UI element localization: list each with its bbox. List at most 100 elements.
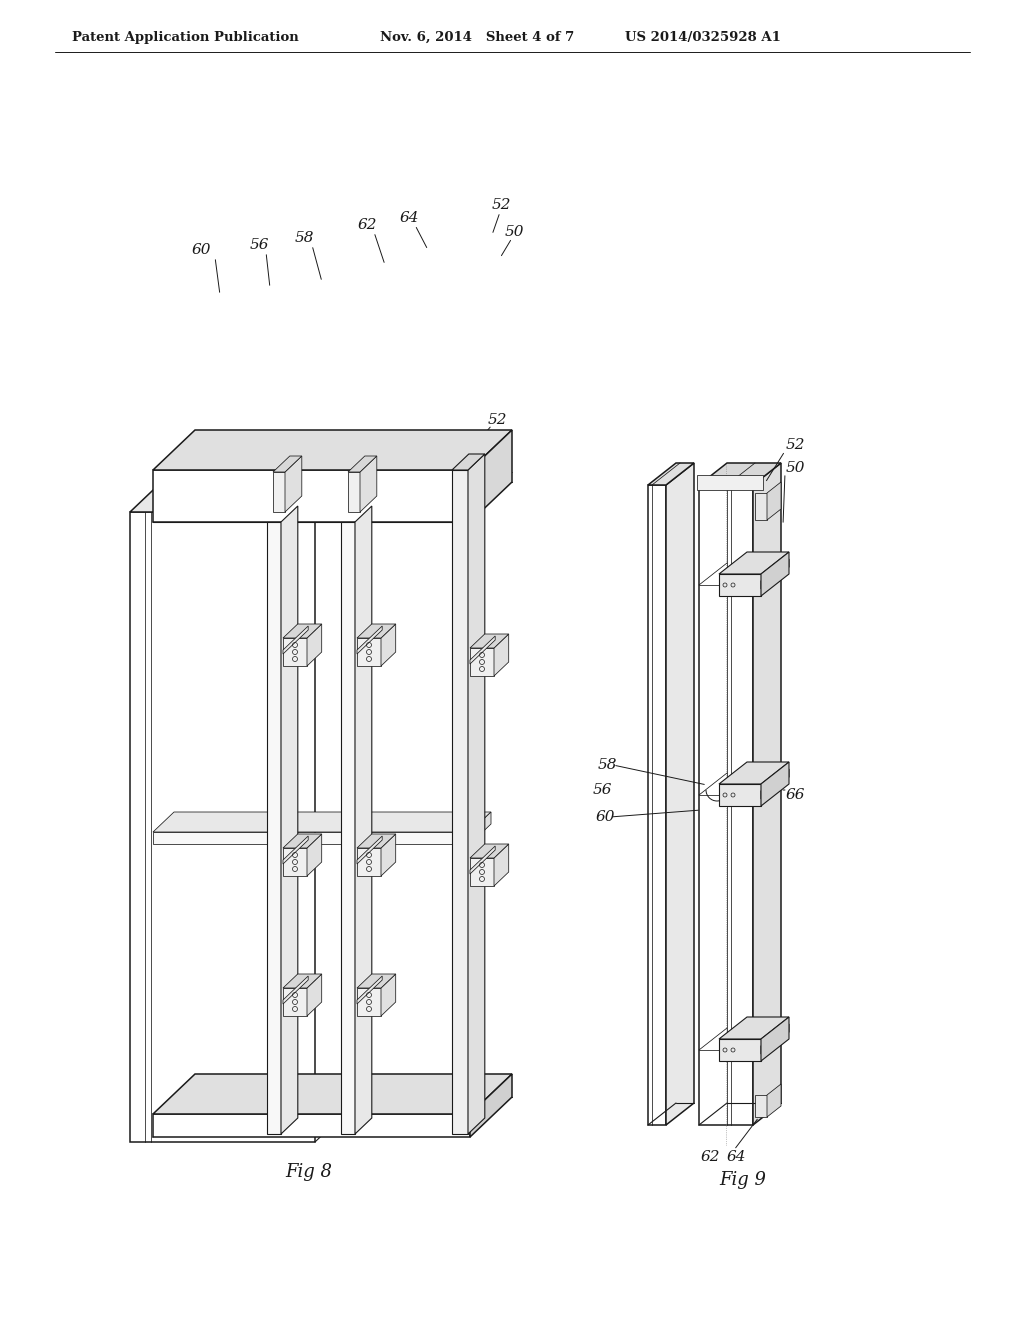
Polygon shape	[357, 847, 381, 876]
Polygon shape	[470, 812, 490, 843]
Polygon shape	[761, 552, 790, 597]
Polygon shape	[153, 812, 490, 832]
Polygon shape	[283, 624, 322, 638]
Polygon shape	[153, 470, 470, 521]
Polygon shape	[381, 974, 395, 1016]
Polygon shape	[699, 484, 753, 1125]
Polygon shape	[697, 475, 763, 490]
Text: 52: 52	[488, 413, 508, 426]
Polygon shape	[761, 762, 790, 807]
Polygon shape	[348, 473, 360, 512]
Polygon shape	[283, 638, 307, 667]
Text: 56: 56	[593, 783, 612, 797]
Polygon shape	[273, 455, 302, 473]
Polygon shape	[767, 482, 781, 520]
Polygon shape	[381, 624, 395, 667]
Polygon shape	[283, 974, 322, 987]
Text: 58: 58	[295, 231, 314, 246]
Text: Fig 9: Fig 9	[719, 1171, 766, 1189]
Polygon shape	[494, 843, 509, 886]
Text: 60: 60	[596, 810, 615, 824]
Text: 66: 66	[786, 788, 806, 803]
Text: Patent Application Publication: Patent Application Publication	[72, 30, 299, 44]
Polygon shape	[153, 1074, 512, 1114]
Polygon shape	[341, 521, 355, 1134]
Polygon shape	[357, 834, 395, 847]
Polygon shape	[283, 987, 307, 1016]
Text: 62: 62	[358, 218, 378, 232]
Text: US 2014/0325928 A1: US 2014/0325928 A1	[625, 30, 781, 44]
Polygon shape	[470, 846, 496, 874]
Text: 64: 64	[727, 1150, 746, 1164]
Polygon shape	[283, 847, 307, 876]
Polygon shape	[648, 463, 694, 484]
Polygon shape	[761, 1024, 790, 1053]
Polygon shape	[648, 484, 666, 1125]
Polygon shape	[307, 834, 322, 876]
Text: 52: 52	[786, 438, 806, 451]
Polygon shape	[470, 858, 494, 886]
Polygon shape	[755, 492, 767, 520]
Text: 58: 58	[598, 758, 617, 772]
Polygon shape	[470, 648, 494, 676]
Polygon shape	[153, 430, 512, 470]
Polygon shape	[357, 975, 382, 1005]
Polygon shape	[452, 470, 468, 1134]
Polygon shape	[283, 836, 308, 865]
Polygon shape	[468, 454, 484, 1134]
Polygon shape	[130, 512, 315, 1142]
Polygon shape	[283, 626, 308, 653]
Polygon shape	[753, 463, 781, 1125]
Text: 56: 56	[250, 238, 269, 252]
Polygon shape	[348, 455, 377, 473]
Polygon shape	[719, 762, 790, 784]
Text: 62: 62	[701, 1150, 721, 1164]
Polygon shape	[699, 463, 781, 484]
Polygon shape	[357, 638, 381, 667]
Polygon shape	[307, 974, 322, 1016]
Polygon shape	[381, 834, 395, 876]
Polygon shape	[283, 975, 308, 1005]
Text: 52: 52	[492, 198, 512, 213]
Polygon shape	[273, 473, 285, 512]
Text: 72: 72	[390, 1113, 410, 1127]
Text: 50: 50	[786, 461, 806, 475]
Polygon shape	[761, 770, 790, 799]
Polygon shape	[470, 1074, 512, 1137]
Text: 64: 64	[400, 211, 420, 224]
Polygon shape	[452, 454, 484, 470]
Text: 50: 50	[505, 224, 524, 239]
Polygon shape	[767, 1084, 781, 1117]
Polygon shape	[719, 1016, 790, 1039]
Polygon shape	[719, 784, 761, 807]
Polygon shape	[755, 1096, 767, 1117]
Polygon shape	[494, 634, 509, 676]
Polygon shape	[761, 1016, 790, 1061]
Polygon shape	[130, 473, 357, 512]
Polygon shape	[666, 463, 694, 1125]
Polygon shape	[357, 626, 382, 653]
Polygon shape	[283, 834, 322, 847]
Text: 60: 60	[193, 243, 212, 257]
Polygon shape	[357, 974, 395, 987]
Polygon shape	[719, 1039, 761, 1061]
Polygon shape	[470, 430, 512, 521]
Polygon shape	[470, 843, 509, 858]
Polygon shape	[761, 558, 790, 589]
Polygon shape	[470, 634, 509, 648]
Polygon shape	[267, 521, 281, 1134]
Polygon shape	[719, 574, 761, 597]
Polygon shape	[357, 987, 381, 1016]
Polygon shape	[360, 455, 377, 512]
Polygon shape	[357, 836, 382, 865]
Polygon shape	[719, 552, 790, 574]
Text: Fig 8: Fig 8	[285, 1163, 332, 1181]
Polygon shape	[307, 624, 322, 667]
Polygon shape	[285, 455, 302, 512]
Text: Nov. 6, 2014   Sheet 4 of 7: Nov. 6, 2014 Sheet 4 of 7	[380, 30, 574, 44]
Polygon shape	[357, 624, 395, 638]
Polygon shape	[153, 832, 470, 843]
Polygon shape	[153, 512, 470, 521]
Text: 66: 66	[480, 458, 500, 473]
Polygon shape	[281, 506, 298, 1134]
